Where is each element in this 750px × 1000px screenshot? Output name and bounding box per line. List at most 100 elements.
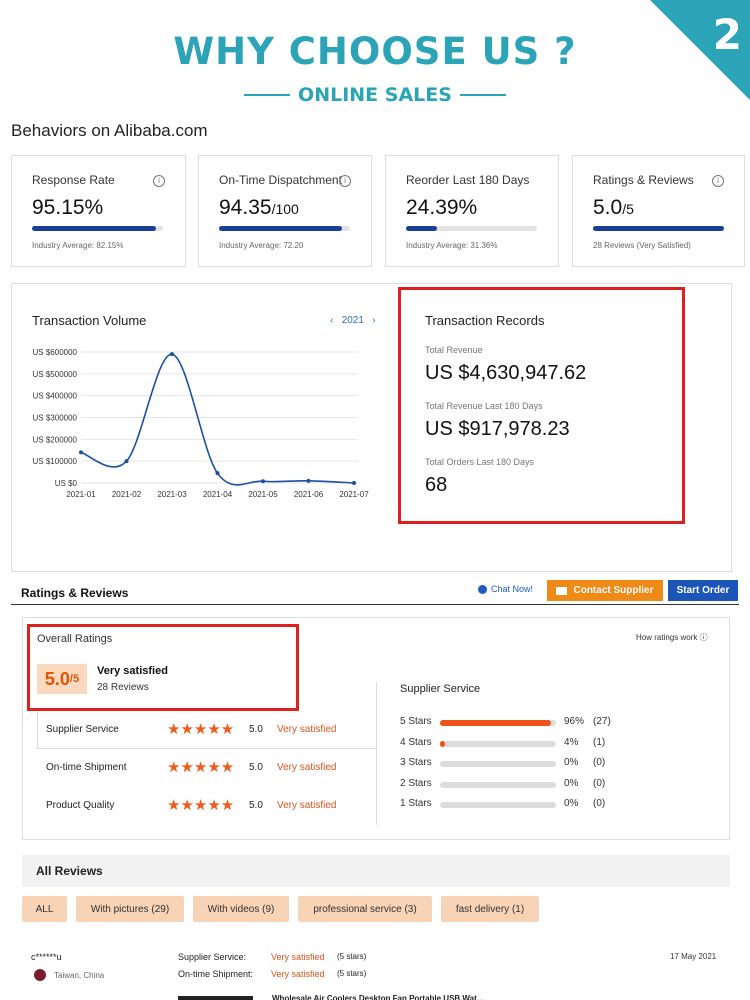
x-tick-label: 2021-04 (203, 490, 233, 499)
star-icons: ★★★★★ (167, 720, 234, 738)
progress-bar (593, 226, 724, 231)
rating-score: 5.0 (249, 800, 263, 811)
orders-180-label: Total Orders Last 180 Days (425, 457, 534, 467)
industry-average: Industry Average: 72.20 (219, 241, 303, 250)
filter-chip-pictures[interactable]: With pictures (29) (76, 896, 184, 922)
divider (11, 604, 739, 605)
distribution-bar (440, 761, 556, 767)
filter-chip-all[interactable]: ALL (22, 896, 67, 922)
review-shipment: On-time Shipment: Very satisfied (5 star… (178, 969, 253, 979)
reviewer-location: Taiwan, China (34, 969, 104, 981)
stat-card-reorder: Reorder Last 180 Days 24.39% Industry Av… (385, 155, 559, 267)
hero-subtitle: ONLINE SALES (0, 84, 750, 106)
section-title: Behaviors on Alibaba.com (11, 121, 208, 141)
how-ratings-work-link[interactable]: How ratings work ⓘ (636, 632, 708, 643)
distribution-bar (440, 741, 556, 747)
stat-value: 94.35/100 (219, 196, 299, 220)
stat-card-ratings: Ratings & Reviews i 5.0/5 28 Reviews (Ve… (572, 155, 745, 267)
rating-row-shipment[interactable]: On-time Shipment ★★★★★ 5.0 Very satisfie… (37, 749, 376, 787)
revenue-180-value: US $917,978.23 (425, 418, 570, 441)
y-tick-label: US $400000 (33, 392, 78, 401)
flag-icon (34, 969, 46, 981)
chat-now-link[interactable]: Chat Now! (478, 584, 533, 594)
x-tick-label: 2021-06 (294, 490, 324, 499)
star-icons: ★★★★★ (167, 796, 234, 814)
filter-chip-delivery[interactable]: fast delivery (1) (441, 896, 539, 922)
stat-label: On-Time Dispatchment (219, 173, 342, 187)
all-reviews-title: All Reviews (36, 864, 103, 878)
info-icon[interactable]: i (712, 175, 724, 187)
divider (244, 94, 290, 96)
rating-text: Very satisfied (277, 800, 336, 811)
rating-row-quality[interactable]: Product Quality ★★★★★ 5.0 Very satisfied (37, 787, 376, 825)
rating-score: 5.0 (249, 762, 263, 773)
x-tick-label: 2021-01 (66, 490, 96, 499)
data-point (79, 450, 83, 454)
overall-score-badge: 5.0/5 (37, 664, 87, 694)
product-thumbnail[interactable] (178, 996, 253, 1000)
chevron-left-icon[interactable]: ‹ (330, 315, 333, 326)
distribution-bar (440, 720, 556, 726)
overall-satisfaction: Very satisfied (97, 665, 168, 677)
year-label: 2021 (342, 315, 364, 326)
chat-icon (478, 585, 487, 594)
progress-bar (32, 226, 163, 231)
reviewer-name: c******u (31, 952, 62, 962)
year-selector[interactable]: ‹ 2021 › (330, 315, 376, 326)
rating-text: Very satisfied (277, 724, 336, 735)
distribution-bar (440, 802, 556, 808)
chart-title: Transaction Volume (32, 313, 146, 328)
product-name[interactable]: Wholesale Air Coolers Desktop Fan Portab… (272, 994, 532, 1000)
star-distribution-row: 5 Stars 96% (27) (400, 716, 630, 730)
distribution-bar (440, 782, 556, 788)
contact-supplier-label: Contact Supplier (573, 585, 653, 596)
total-revenue-label: Total Revenue (425, 345, 483, 355)
info-icon[interactable]: i (153, 175, 165, 187)
review-supplier-service: Supplier Service: Very satisfied (5 star… (178, 952, 246, 962)
stat-card-dispatchment: On-Time Dispatchment i 94.35/100 Industr… (198, 155, 372, 267)
x-tick-label: 2021-05 (248, 490, 278, 499)
supplier-service-title: Supplier Service (400, 683, 480, 695)
chat-now-label: Chat Now! (491, 584, 533, 594)
start-order-button[interactable]: Start Order (668, 580, 738, 601)
data-point (170, 352, 174, 356)
rating-text: Very satisfied (277, 762, 336, 773)
star-icons: ★★★★★ (167, 758, 234, 776)
rating-row-supplier-service[interactable]: Supplier Service ★★★★★ 5.0 Very satisfie… (37, 711, 376, 749)
overall-review-count: 28 Reviews (97, 682, 149, 693)
contact-supplier-button[interactable]: Contact Supplier (547, 580, 663, 601)
y-tick-label: US $0 (55, 479, 78, 488)
rating-category: On-time Shipment (46, 762, 127, 773)
y-tick-label: US $100000 (33, 457, 78, 466)
star-distribution-row: 3 Stars 0% (0) (400, 757, 630, 771)
data-point (352, 481, 356, 485)
info-icon[interactable]: i (339, 175, 351, 187)
data-point (125, 459, 129, 463)
divider (460, 94, 506, 96)
stat-value: 95.15% (32, 196, 103, 220)
transaction-volume-chart: US $0 US $100000 US $200000 US $300000 US $4… (20, 340, 370, 505)
stat-value: 24.39% (406, 196, 477, 220)
hero-subtitle-text: ONLINE SALES (298, 84, 452, 106)
filter-chip-professional[interactable]: professional service (3) (298, 896, 432, 922)
rating-score: 5.0 (249, 724, 263, 735)
review-summary: 28 Reviews (Very Satisfied) (593, 241, 691, 250)
stat-value: 5.0/5 (593, 196, 634, 220)
progress-fill (406, 226, 437, 231)
stat-card-response-rate: Response Rate i 95.15% Industry Average:… (11, 155, 186, 267)
total-revenue-value: US $4,630,947.62 (425, 362, 586, 385)
review-date: 17 May 2021 (670, 952, 716, 961)
industry-average: Industry Average: 82.15% (32, 241, 123, 250)
data-point (307, 479, 311, 483)
chevron-right-icon[interactable]: › (372, 315, 375, 326)
star-distribution-row: 1 Stars 0% (0) (400, 798, 630, 812)
x-tick-label: 2021-07 (339, 490, 369, 499)
hero-title: WHY CHOOSE US ? (0, 30, 750, 73)
x-tick-label: 2021-03 (157, 490, 187, 499)
y-tick-label: US $300000 (33, 414, 78, 423)
divider (376, 682, 377, 825)
revenue-180-label: Total Revenue Last 180 Days (425, 401, 543, 411)
stat-label: Ratings & Reviews (593, 173, 694, 187)
filter-chip-videos[interactable]: With videos (9) (193, 896, 289, 922)
y-tick-label: US $500000 (33, 370, 78, 379)
